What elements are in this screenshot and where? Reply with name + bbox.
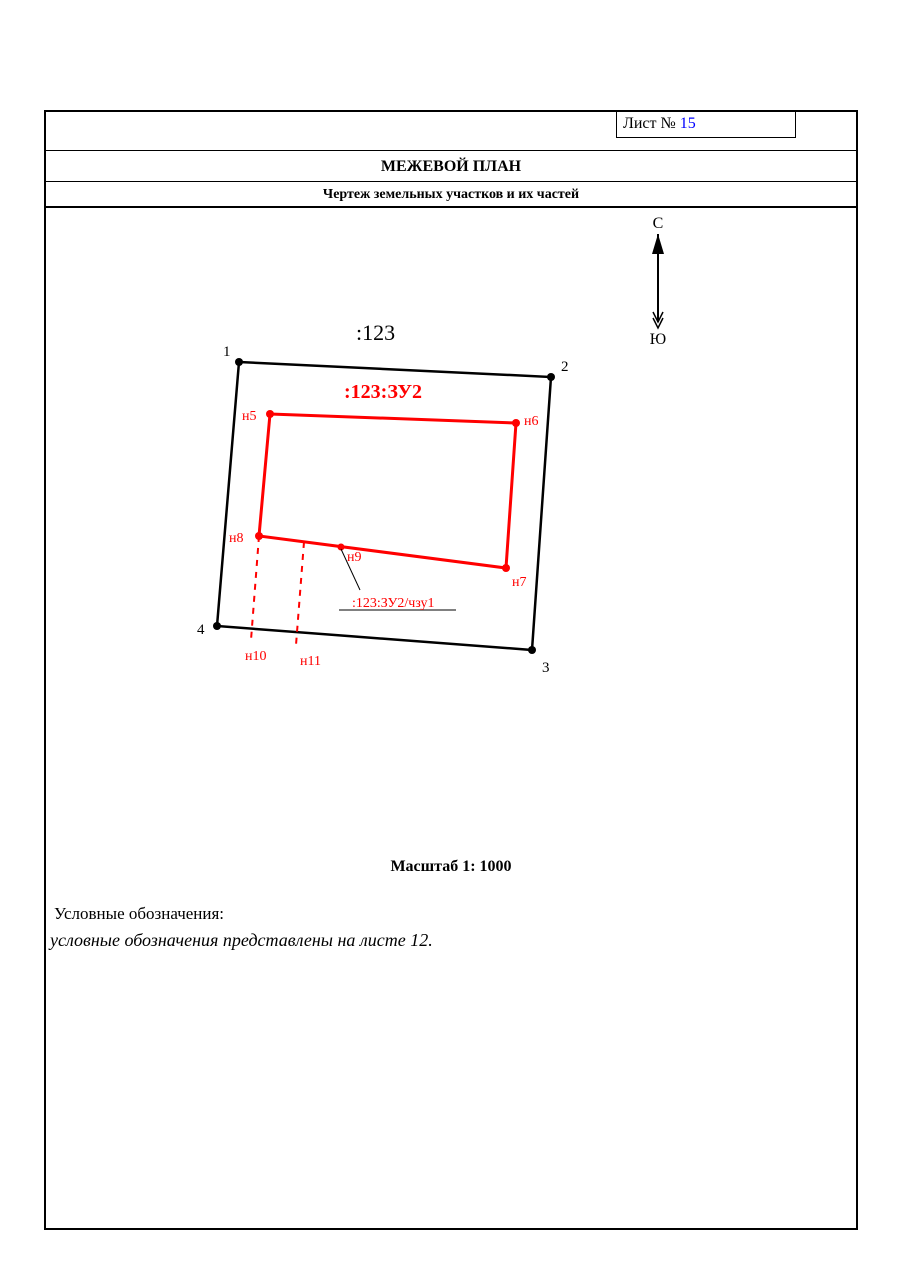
svg-text:4: 4 [197, 622, 205, 638]
legend-note: условные обозначения представлены на лис… [50, 930, 433, 951]
svg-text::123: :123 [356, 320, 395, 345]
svg-text:н11: н11 [300, 654, 321, 669]
svg-text:н10: н10 [245, 649, 267, 664]
svg-text:н9: н9 [347, 550, 362, 565]
drawing-area: С Ю :123 1 2 3 4 :123:ЗУ2 н5 н6 н7 н8 н9 н10 н11 :123:З… [44, 210, 858, 910]
legend-label: Условные обозначения: [54, 904, 224, 924]
svg-text:С: С [653, 215, 664, 232]
scale-text: Масштаб 1: 1000 [44, 858, 858, 876]
document-subtitle: Чертеж земельных участков и их частей [44, 182, 858, 208]
svg-text:н6: н6 [524, 414, 539, 429]
page: Лист № 15 МЕЖЕВОЙ ПЛАН Чертеж земельных … [0, 0, 905, 1280]
document-title: МЕЖЕВОЙ ПЛАН [44, 150, 858, 182]
plan-svg: С Ю :123 1 2 3 4 :123:ЗУ2 н5 н6 н7 н8 н9 н10 н11 :123:З… [44, 210, 858, 910]
svg-text:2: 2 [561, 359, 569, 375]
svg-text::123:ЗУ2/чзу1: :123:ЗУ2/чзу1 [352, 596, 435, 611]
svg-text::123:ЗУ2: :123:ЗУ2 [344, 381, 422, 403]
svg-text:н5: н5 [242, 409, 257, 424]
svg-text:н8: н8 [229, 531, 244, 546]
svg-text:н7: н7 [512, 575, 527, 590]
svg-text:3: 3 [542, 660, 550, 676]
svg-text:1: 1 [223, 344, 231, 360]
svg-text:Ю: Ю [650, 331, 666, 348]
